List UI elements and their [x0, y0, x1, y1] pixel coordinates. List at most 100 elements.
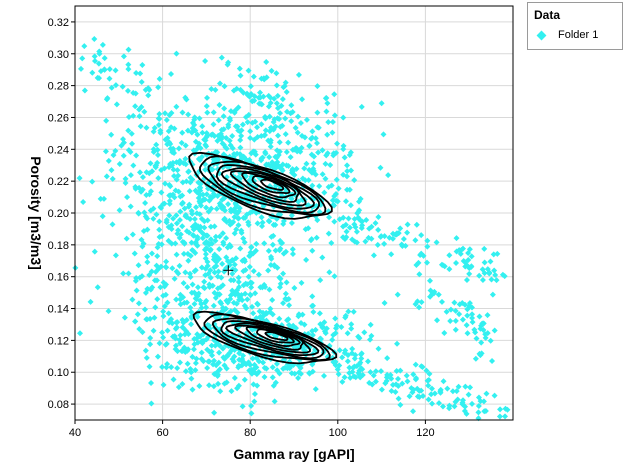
contour-line	[260, 178, 285, 191]
data-point	[150, 128, 157, 135]
data-point	[216, 291, 223, 298]
data-point	[282, 131, 289, 138]
data-point	[246, 263, 253, 270]
data-point	[248, 402, 255, 409]
data-point	[178, 139, 185, 146]
data-point	[348, 325, 355, 332]
data-point	[103, 173, 110, 180]
data-point	[291, 146, 298, 153]
data-point	[269, 296, 276, 303]
legend-entry-folder-1[interactable]: Folder 1	[536, 29, 598, 41]
data-point	[269, 311, 276, 318]
data-point	[228, 347, 235, 354]
data-point	[346, 224, 353, 231]
data-point	[270, 118, 277, 125]
data-point	[96, 50, 103, 57]
contour-line	[224, 322, 311, 354]
data-point	[254, 382, 261, 389]
data-point	[177, 296, 184, 303]
data-point	[265, 161, 272, 168]
data-point	[250, 268, 257, 275]
data-point	[252, 290, 259, 297]
data-point	[108, 131, 115, 138]
data-point	[460, 257, 467, 264]
data-point	[230, 277, 237, 284]
data-point	[279, 122, 286, 129]
contour-line	[192, 310, 338, 365]
data-point	[156, 115, 163, 122]
contour-line	[256, 328, 295, 344]
data-point	[247, 292, 254, 299]
data-point	[211, 132, 218, 139]
y-tick-label: 0.08	[48, 399, 69, 411]
data-point	[179, 223, 186, 230]
data-point	[251, 361, 258, 368]
data-point	[191, 215, 198, 222]
data-point	[200, 337, 207, 344]
data-point	[466, 246, 473, 253]
data-point	[414, 385, 421, 392]
data-point	[297, 148, 304, 155]
data-point	[351, 355, 358, 362]
data-point	[482, 407, 489, 414]
data-point	[265, 92, 272, 99]
data-point	[469, 319, 476, 326]
data-point	[211, 357, 218, 364]
data-point	[238, 132, 245, 139]
data-point	[150, 327, 157, 334]
data-point	[182, 142, 189, 149]
data-point	[207, 236, 214, 243]
data-point	[262, 127, 269, 134]
data-point	[343, 234, 350, 241]
data-point	[183, 96, 190, 103]
data-point	[229, 356, 236, 363]
data-point	[242, 290, 249, 297]
data-point	[89, 69, 96, 76]
data-point	[120, 152, 127, 159]
data-point	[394, 291, 401, 298]
y-tick-label: 0.22	[48, 176, 69, 188]
data-point	[343, 198, 350, 205]
data-point	[372, 378, 379, 385]
data-point	[468, 253, 475, 260]
contour-line	[203, 313, 331, 362]
data-point	[378, 386, 385, 393]
data-point	[219, 345, 226, 352]
data-point	[459, 316, 466, 323]
data-point	[314, 140, 321, 147]
data-point	[245, 67, 252, 74]
data-point	[136, 113, 143, 120]
y-tick-label: 0.20	[48, 208, 69, 220]
data-point	[183, 316, 190, 323]
data-point	[240, 235, 247, 242]
data-point	[395, 395, 402, 402]
data-point	[289, 109, 296, 116]
data-point	[368, 223, 375, 230]
data-point	[203, 143, 210, 150]
data-point	[144, 286, 151, 293]
data-point	[131, 250, 138, 257]
data-point	[178, 347, 185, 354]
data-point	[349, 236, 356, 243]
data-point	[237, 86, 244, 93]
data-point	[129, 231, 136, 238]
data-point	[336, 347, 343, 354]
data-point	[173, 319, 180, 326]
data-point	[393, 381, 400, 388]
data-point	[476, 313, 483, 320]
data-point	[197, 145, 204, 152]
data-point	[303, 160, 310, 167]
data-point	[490, 251, 497, 258]
data-point	[501, 273, 508, 280]
data-point	[451, 403, 458, 410]
data-point	[305, 177, 312, 184]
data-point	[322, 175, 329, 182]
data-point	[153, 211, 160, 218]
data-point	[211, 253, 218, 260]
data-point	[394, 340, 401, 347]
data-point	[220, 113, 227, 120]
data-point	[487, 258, 494, 265]
data-point	[185, 168, 192, 175]
data-point	[268, 67, 275, 74]
data-point	[167, 183, 174, 190]
